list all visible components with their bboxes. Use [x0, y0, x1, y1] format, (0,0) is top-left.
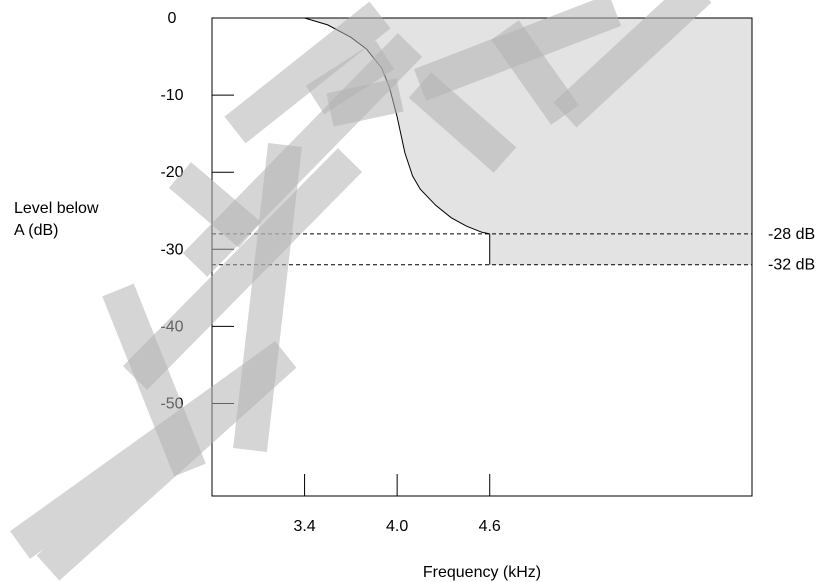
x-tick-label-2: 4.6	[479, 518, 501, 535]
x-axis-ticks: 3.4 4.0 4.6	[293, 474, 501, 535]
y-tick-label-0: 0	[168, 10, 177, 27]
reference-lines: -28 dB -32 dB	[212, 226, 815, 274]
x-axis-label: Frequency (kHz)	[423, 564, 541, 581]
y-tick-label-3: -30	[160, 241, 183, 258]
watermark	[10, 0, 712, 581]
reference-line-label-0: -28 dB	[768, 226, 815, 243]
y-axis-label-line-1: Level below	[14, 200, 99, 217]
reference-line-label-1: -32 dB	[768, 257, 815, 274]
y-tick-label-1: -10	[160, 87, 183, 104]
x-tick-label-0: 3.4	[293, 518, 315, 535]
y-tick-label-2: -20	[160, 164, 183, 181]
y-axis-label-line-2: A (dB)	[14, 222, 58, 239]
x-tick-label-1: 4.0	[386, 518, 408, 535]
